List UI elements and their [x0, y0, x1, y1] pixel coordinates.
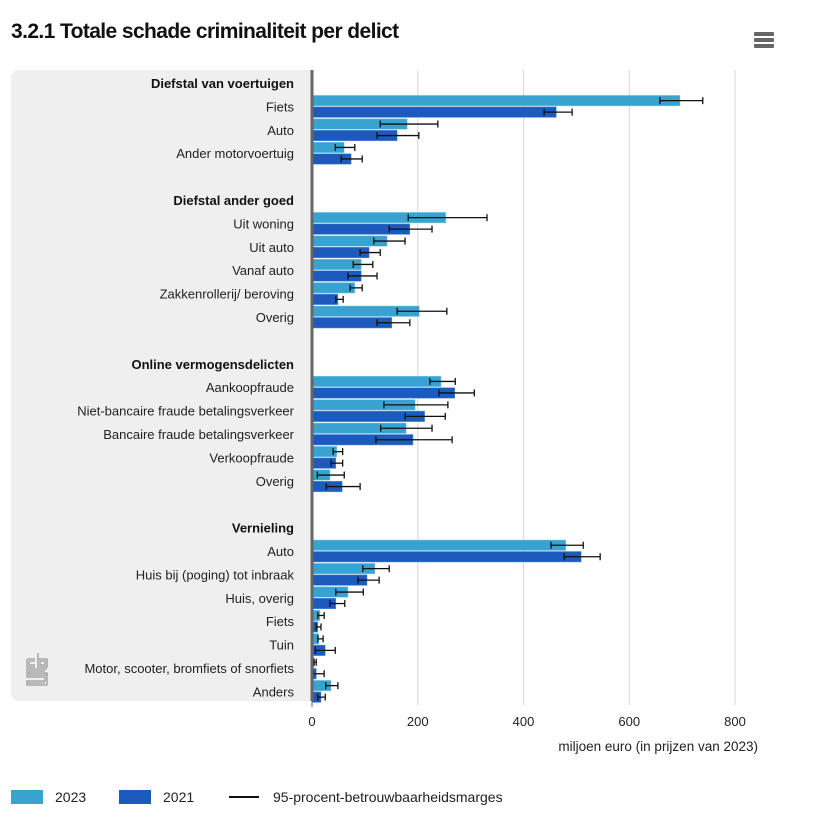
error-bar-2023	[332, 448, 344, 456]
bar-2021	[311, 293, 339, 305]
error-bar-2023	[550, 541, 584, 549]
x-tick-label: 800	[724, 714, 746, 729]
error-bar-2023	[373, 237, 406, 245]
category-label-panel	[11, 70, 312, 701]
error-bar-2023	[335, 588, 364, 596]
category-label: Fiets	[266, 99, 295, 114]
error-bar-2023	[317, 635, 324, 643]
legend-item-confidence[interactable]: 95-procent-betrouwbaarheidsmarges	[229, 789, 503, 805]
error-bar-2021	[376, 132, 420, 140]
legend-line-confidence	[229, 796, 259, 798]
bar-layer	[311, 95, 681, 703]
error-bar-2021	[335, 295, 344, 303]
legend-item-2021[interactable]: 2021	[119, 789, 194, 805]
error-bar-2021	[357, 576, 380, 584]
legend-swatch-2023	[11, 790, 43, 804]
category-label: Huis, overig	[225, 591, 294, 606]
chart-title: 3.2.1 Totale schade criminaliteit per de…	[11, 20, 399, 43]
error-bar-2021	[563, 553, 601, 561]
error-bar-2023	[349, 284, 363, 292]
category-label: Anders	[253, 684, 295, 699]
group-label: Online vermogensdelicten	[131, 357, 294, 372]
cbs-logo	[26, 653, 48, 686]
category-label: Auto	[267, 123, 294, 138]
legend-label-2023: 2023	[55, 789, 87, 805]
error-bar-2021	[359, 249, 381, 257]
error-bar-2021	[375, 436, 453, 444]
error-bar-2021	[315, 623, 322, 631]
error-bar-layer	[312, 97, 704, 701]
category-label: Niet-bancaire fraude betalingsverkeer	[77, 404, 294, 419]
category-label: Fiets	[266, 614, 295, 629]
x-tick-label: 400	[513, 714, 535, 729]
legend-label-confidence: 95-procent-betrouwbaarheidsmarges	[273, 789, 503, 805]
legend-swatch-2021	[119, 790, 151, 804]
legend-label-2021: 2021	[163, 789, 195, 805]
error-bar-2021	[543, 108, 573, 116]
bar-2021	[311, 387, 456, 399]
chart-menu-button[interactable]	[752, 30, 776, 50]
error-bar-2023	[659, 97, 704, 105]
bar-2023	[311, 95, 681, 107]
error-bar-2023	[362, 565, 390, 573]
error-bar-2023	[352, 260, 374, 268]
error-bar-2023	[407, 214, 488, 222]
error-bar-2023	[383, 401, 449, 409]
category-label: Auto	[267, 544, 294, 559]
grid-layer	[417, 70, 736, 705]
category-label: Aankoopfraude	[206, 380, 294, 395]
category-label: Verkoopfraude	[209, 450, 294, 465]
hamburger-menu-icon	[754, 32, 774, 36]
axis-layer: 0 200 400 600 800 miljoen euro (in prijzen va…	[308, 70, 758, 754]
category-label: Tuin	[269, 638, 294, 653]
category-label: Ander motorvoertuig	[176, 146, 294, 161]
x-axis-title: miljoen euro (in prijzen van 2023)	[558, 739, 758, 754]
category-label: Uit auto	[249, 240, 294, 255]
error-bar-2021	[317, 693, 326, 701]
category-label: Overig	[256, 474, 294, 489]
error-bar-2023	[334, 143, 356, 151]
legend-item-2023[interactable]: 2023	[11, 789, 86, 805]
bar-2021	[311, 551, 582, 563]
category-label: Overig	[256, 310, 294, 325]
error-bar-2021	[404, 412, 446, 420]
x-tick-label: 600	[618, 714, 640, 729]
error-bar-2021	[438, 389, 475, 397]
error-bar-2021	[388, 225, 433, 233]
category-label: Motor, scooter, bromfiets of snorfiets	[84, 661, 294, 676]
error-bar-2023	[396, 307, 448, 315]
error-bar-2023	[429, 377, 456, 385]
x-tick-label: 0	[308, 714, 315, 729]
error-bar-2023	[379, 120, 439, 128]
bar-2023	[311, 375, 442, 387]
error-bar-2021	[376, 319, 411, 327]
hamburger-menu-icon-line	[754, 44, 774, 48]
category-label: Zakkenrollerij/ beroving	[160, 287, 294, 302]
hamburger-menu-icon-line	[754, 38, 774, 42]
x-tick-label: 200	[407, 714, 429, 729]
group-label: Diefstal ander goed	[173, 193, 294, 208]
error-bar-2021	[314, 646, 336, 654]
error-bar-2023	[316, 471, 345, 479]
error-bar-2023	[325, 682, 339, 690]
error-bar-2023	[313, 658, 317, 666]
category-label: Huis bij (poging) tot inbraak	[136, 567, 295, 582]
category-label: Bancaire fraude betalingsverkeer	[103, 427, 294, 442]
error-bar-2021	[347, 272, 378, 280]
error-bar-2023	[380, 424, 433, 432]
bar-2023	[311, 282, 356, 294]
bar-2021	[311, 106, 557, 118]
error-bar-2021	[340, 155, 363, 163]
bar-2023	[311, 539, 567, 551]
category-label: Uit woning	[233, 216, 294, 231]
error-bar-2023	[317, 611, 325, 619]
category-label: Vanaf auto	[232, 263, 294, 278]
error-bar-2021	[329, 600, 346, 608]
group-label: Diefstal van voertuigen	[151, 76, 294, 91]
error-bar-2021	[325, 483, 361, 491]
label-layer: Diefstal van voertuigen Fiets Auto Ander mo…	[77, 76, 294, 699]
error-bar-2021	[330, 459, 344, 467]
group-label: Vernieling	[232, 521, 294, 536]
